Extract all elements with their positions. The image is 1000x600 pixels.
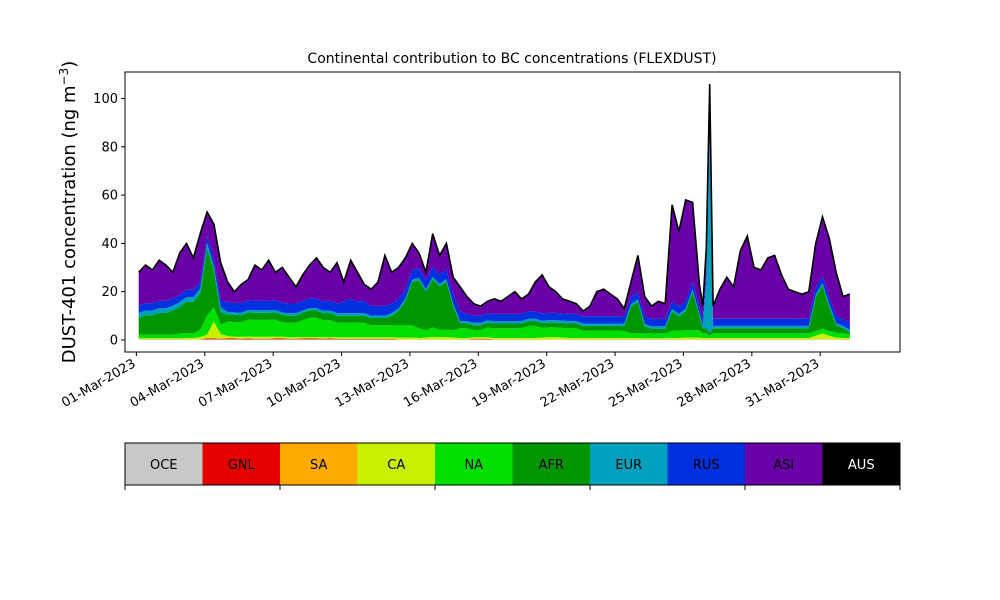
x-tick-label: 04-Mar-2023: [128, 356, 207, 410]
legend-swatch-aus: [822, 443, 901, 485]
legend-label-sa: SA: [310, 458, 327, 473]
legend-colorbar: OCE GNL SA CA NA AFR EUR RUS ASI AUS: [124, 442, 901, 490]
legend-swatch-rus: [667, 443, 746, 485]
x-tick-label: 19-Mar-2023: [470, 356, 549, 410]
y-tick-label: 20: [101, 285, 118, 300]
legend-swatch-na: [435, 443, 513, 485]
legend-swatch-oce: [125, 443, 203, 485]
legend-label-aus: AUS: [848, 458, 875, 473]
legend-frame: [124, 442, 901, 486]
legend-swatch-eur: [590, 443, 668, 485]
legend-label-asi: ASI: [773, 458, 794, 473]
x-tick-label: 13-Mar-2023: [333, 356, 412, 410]
legend-label-na: NA: [464, 458, 483, 473]
chart-title: Continental contribution to BC concentra…: [307, 51, 716, 67]
area-oce: [138, 339, 850, 340]
legend-label-afr: AFR: [539, 458, 564, 473]
legend-label-rus: RUS: [693, 458, 720, 473]
y-axis-label-close: ): [59, 61, 80, 68]
legend-swatch-ca: [357, 443, 436, 485]
x-tick-label: 10-Mar-2023: [264, 356, 343, 410]
legend-swatch-asi: [745, 443, 823, 485]
plot-frame: [124, 71, 901, 353]
legend-label-oce: OCE: [150, 458, 178, 473]
y-tick-label: 0: [110, 333, 118, 348]
total-outline: [138, 84, 851, 313]
x-tick-label: 07-Mar-2023: [196, 356, 275, 410]
legend-swatch-sa: [280, 443, 358, 485]
legend-swatch-gnl: [202, 443, 281, 485]
y-tick-label: 100: [93, 92, 118, 107]
area-afr: [138, 247, 850, 336]
area-asi: [138, 84, 850, 323]
area-eur: [138, 140, 850, 334]
y-axis-label: DUST-401 concentration (ng m−3): [57, 61, 80, 364]
legend-swatch-afr: [512, 443, 591, 485]
legend-label-ca: CA: [387, 458, 405, 473]
area-na: [138, 307, 850, 339]
y-tick-label: 60: [101, 189, 118, 204]
x-axis-ticks: 01-Mar-202304-Mar-202307-Mar-202310-Mar-…: [59, 352, 822, 411]
y-axis-label-superscript: −3: [57, 68, 71, 86]
legend-label-eur: EUR: [615, 458, 642, 473]
x-tick-label: 31-Mar-2023: [743, 356, 822, 410]
x-tick-label: 01-Mar-2023: [59, 356, 138, 410]
y-axis-label-main: DUST-401 concentration (ng m: [59, 85, 80, 363]
x-tick-label: 25-Mar-2023: [606, 356, 685, 410]
x-tick-label: 28-Mar-2023: [675, 356, 754, 410]
x-tick-label: 16-Mar-2023: [401, 356, 480, 410]
x-tick-label: 22-Mar-2023: [538, 356, 617, 410]
y-axis-ticks: 0 20 40 60 80 100: [93, 92, 125, 348]
stacked-areas: [138, 84, 850, 340]
area-ca: [138, 321, 850, 340]
legend-label-gnl: GNL: [228, 458, 256, 473]
y-tick-label: 80: [101, 140, 118, 155]
y-tick-label: 40: [101, 237, 118, 252]
